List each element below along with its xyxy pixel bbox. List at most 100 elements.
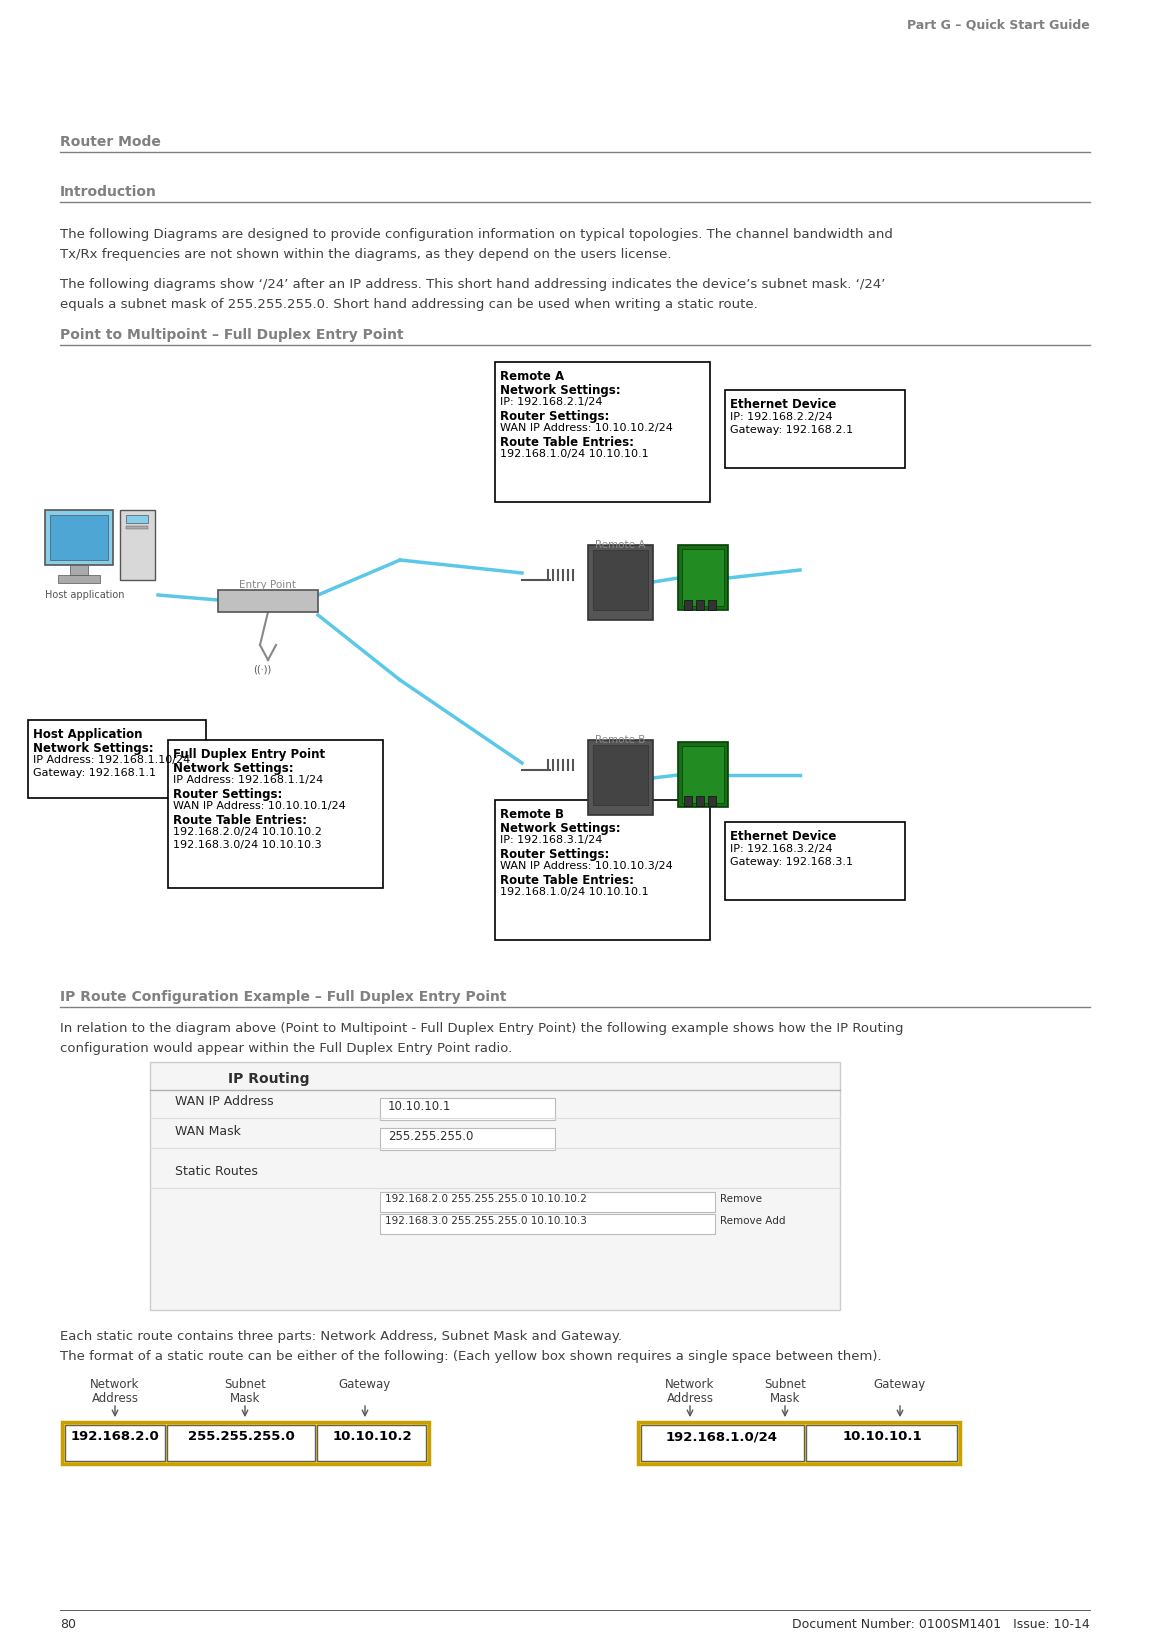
Text: 192.168.2.0 255.255.255.0 10.10.10.2: 192.168.2.0 255.255.255.0 10.10.10.2 — [384, 1193, 587, 1203]
Text: Remove Add: Remove Add — [721, 1216, 785, 1226]
Text: Document Number: 0100SM1401   Issue: 10-14: Document Number: 0100SM1401 Issue: 10-14 — [792, 1617, 1090, 1630]
Bar — [380, 1215, 715, 1234]
Text: Network Settings:: Network Settings: — [33, 742, 153, 755]
Text: 192.168.1.0/24 10.10.10.1: 192.168.1.0/24 10.10.10.1 — [500, 887, 649, 897]
Bar — [683, 746, 724, 804]
Text: Router Settings:: Router Settings: — [173, 787, 282, 800]
Bar — [49, 516, 108, 560]
Text: 192.168.1.0/24 10.10.10.1: 192.168.1.0/24 10.10.10.1 — [500, 449, 649, 458]
Bar — [641, 1424, 805, 1460]
Text: WAN IP Address: 10.10.10.1/24: WAN IP Address: 10.10.10.1/24 — [173, 800, 345, 810]
Bar — [593, 550, 648, 611]
Bar — [218, 589, 318, 612]
Bar — [638, 1423, 960, 1463]
Bar — [167, 1424, 315, 1460]
Text: WAN Mask: WAN Mask — [175, 1125, 241, 1138]
Bar — [806, 1424, 956, 1460]
Text: IP: 192.168.2.2/24: IP: 192.168.2.2/24 — [730, 413, 832, 422]
Text: Gateway: 192.168.3.1: Gateway: 192.168.3.1 — [730, 858, 853, 868]
Bar — [317, 1424, 426, 1460]
Text: Ethernet Device: Ethernet Device — [730, 830, 837, 843]
Text: Address: Address — [91, 1391, 138, 1405]
Text: Remote A: Remote A — [595, 540, 646, 550]
Bar — [125, 516, 148, 522]
Text: IP Route Configuration Example – Full Duplex Entry Point: IP Route Configuration Example – Full Du… — [60, 990, 506, 1003]
Text: The following Diagrams are designed to provide configuration information on typi: The following Diagrams are designed to p… — [60, 228, 893, 241]
Text: WAN IP Address: WAN IP Address — [175, 1095, 274, 1108]
Text: IP: 192.168.2.1/24: IP: 192.168.2.1/24 — [500, 398, 602, 408]
Bar — [380, 1192, 715, 1211]
Text: Gateway: 192.168.1.1: Gateway: 192.168.1.1 — [33, 768, 157, 778]
Text: IP: 192.168.3.1/24: IP: 192.168.3.1/24 — [500, 835, 602, 845]
Text: 10.10.10.1: 10.10.10.1 — [388, 1100, 451, 1113]
Text: Ethernet Device: Ethernet Device — [730, 398, 837, 411]
Text: equals a subnet mask of 255.255.255.0. Short hand addressing can be used when wr: equals a subnet mask of 255.255.255.0. S… — [60, 298, 757, 311]
Text: Subnet: Subnet — [224, 1378, 266, 1391]
Text: Host Application: Host Application — [33, 728, 143, 742]
Text: Point to Multipoint – Full Duplex Entry Point: Point to Multipoint – Full Duplex Entry … — [60, 327, 404, 342]
Text: The following diagrams show ‘/24’ after an IP address. This short hand addressin: The following diagrams show ‘/24’ after … — [60, 278, 885, 291]
Text: configuration would appear within the Full Duplex Entry Point radio.: configuration would appear within the Fu… — [60, 1043, 512, 1054]
Text: 192.168.2.0: 192.168.2.0 — [70, 1431, 159, 1442]
Bar — [45, 511, 113, 565]
Bar — [588, 740, 653, 815]
Bar — [62, 1423, 429, 1463]
Text: Subnet: Subnet — [764, 1378, 806, 1391]
Text: The format of a static route can be either of the following: (Each yellow box sh: The format of a static route can be eith… — [60, 1351, 882, 1364]
Bar — [28, 720, 206, 797]
Bar — [708, 796, 716, 805]
Bar — [684, 601, 692, 611]
Text: Router Settings:: Router Settings: — [500, 409, 609, 422]
Bar — [683, 548, 724, 606]
Bar — [696, 796, 704, 805]
Text: Remote B: Remote B — [595, 735, 646, 745]
Text: 192.168.3.0 255.255.255.0 10.10.10.3: 192.168.3.0 255.255.255.0 10.10.10.3 — [384, 1216, 587, 1226]
Text: Each static route contains three parts: Network Address, Subnet Mask and Gateway: Each static route contains three parts: … — [60, 1329, 622, 1342]
Text: Network: Network — [665, 1378, 715, 1391]
Text: WAN IP Address: 10.10.10.2/24: WAN IP Address: 10.10.10.2/24 — [500, 422, 673, 434]
Bar — [120, 511, 155, 579]
Text: Host application: Host application — [45, 589, 124, 601]
Text: ((·)): ((·)) — [253, 665, 272, 674]
Bar — [678, 545, 727, 611]
Text: IP: 192.168.3.2/24: IP: 192.168.3.2/24 — [730, 845, 832, 855]
Bar — [150, 1062, 840, 1310]
Text: Gateway: Gateway — [874, 1378, 927, 1391]
Bar — [684, 796, 692, 805]
Text: Part G – Quick Start Guide: Part G – Quick Start Guide — [907, 18, 1090, 31]
Text: Remote B: Remote B — [500, 809, 564, 822]
Text: WAN IP Address: 10.10.10.3/24: WAN IP Address: 10.10.10.3/24 — [500, 861, 672, 871]
Text: Route Table Entries:: Route Table Entries: — [500, 435, 634, 449]
Text: Remove: Remove — [721, 1193, 762, 1203]
Bar — [708, 601, 716, 611]
Bar — [593, 745, 648, 805]
Bar — [70, 565, 87, 575]
Bar — [380, 1098, 555, 1120]
Text: 80: 80 — [60, 1617, 76, 1630]
Bar — [725, 822, 905, 900]
Text: Entry Point: Entry Point — [239, 579, 297, 589]
Text: Network Settings:: Network Settings: — [173, 761, 294, 774]
Text: 192.168.3.0/24 10.10.10.3: 192.168.3.0/24 10.10.10.3 — [173, 840, 321, 850]
Bar — [495, 800, 710, 940]
Bar — [495, 362, 710, 503]
Text: Network Settings:: Network Settings: — [500, 822, 620, 835]
Text: IP Address: 192.168.1.1/24: IP Address: 192.168.1.1/24 — [173, 774, 323, 786]
Text: 255.255.255.0: 255.255.255.0 — [188, 1431, 295, 1442]
Text: Network: Network — [90, 1378, 139, 1391]
Text: Mask: Mask — [770, 1391, 800, 1405]
Bar — [64, 1424, 165, 1460]
Text: Address: Address — [666, 1391, 714, 1405]
Text: IP Address: 192.168.1.10/24: IP Address: 192.168.1.10/24 — [33, 755, 190, 764]
Text: Mask: Mask — [230, 1391, 260, 1405]
Text: Network Settings:: Network Settings: — [500, 385, 620, 398]
Text: Static Routes: Static Routes — [175, 1166, 258, 1179]
Text: Router Settings:: Router Settings: — [500, 848, 609, 861]
Text: Tx/Rx frequencies are not shown within the diagrams, as they depend on the users: Tx/Rx frequencies are not shown within t… — [60, 247, 671, 260]
Text: 192.168.2.0/24 10.10.10.2: 192.168.2.0/24 10.10.10.2 — [173, 827, 322, 837]
Text: Full Duplex Entry Point: Full Duplex Entry Point — [173, 748, 325, 761]
Text: Router Mode: Router Mode — [60, 134, 161, 149]
Bar — [380, 1128, 555, 1151]
Bar — [725, 390, 905, 468]
Bar — [125, 525, 148, 529]
